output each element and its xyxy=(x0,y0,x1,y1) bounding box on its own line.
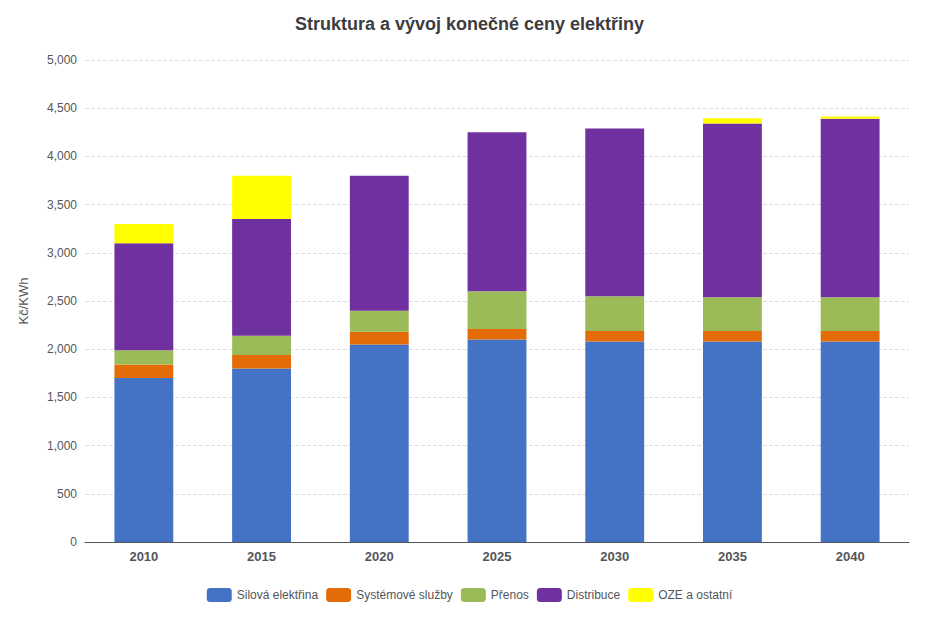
svg-text:2020: 2020 xyxy=(365,549,394,564)
svg-text:Struktura a vývoj konečné ceny: Struktura a vývoj konečné ceny elektřiny xyxy=(295,14,644,34)
svg-text:1,000: 1,000 xyxy=(47,439,77,453)
svg-text:5,000: 5,000 xyxy=(47,53,77,67)
svg-text:2035: 2035 xyxy=(718,549,747,564)
svg-text:Přenos: Přenos xyxy=(491,588,529,602)
svg-text:2040: 2040 xyxy=(836,549,865,564)
svg-text:2030: 2030 xyxy=(600,549,629,564)
svg-text:3,500: 3,500 xyxy=(47,198,77,212)
svg-text:2,500: 2,500 xyxy=(47,294,77,308)
svg-text:4,000: 4,000 xyxy=(47,149,77,163)
svg-text:500: 500 xyxy=(57,487,77,501)
svg-text:Systémové služby: Systémové služby xyxy=(356,588,453,602)
svg-text:Distribuce: Distribuce xyxy=(567,588,621,602)
svg-text:OZE a ostatní: OZE a ostatní xyxy=(658,588,733,602)
svg-text:3,000: 3,000 xyxy=(47,246,77,260)
svg-text:Silová elektřina: Silová elektřina xyxy=(237,588,319,602)
svg-text:1,500: 1,500 xyxy=(47,390,77,404)
svg-text:4,500: 4,500 xyxy=(47,101,77,115)
svg-text:2015: 2015 xyxy=(247,549,276,564)
svg-text:2010: 2010 xyxy=(129,549,158,564)
svg-text:2025: 2025 xyxy=(483,549,512,564)
svg-text:0: 0 xyxy=(70,535,77,549)
svg-text:2,000: 2,000 xyxy=(47,342,77,356)
svg-text:Kč/KWh: Kč/KWh xyxy=(16,278,31,325)
